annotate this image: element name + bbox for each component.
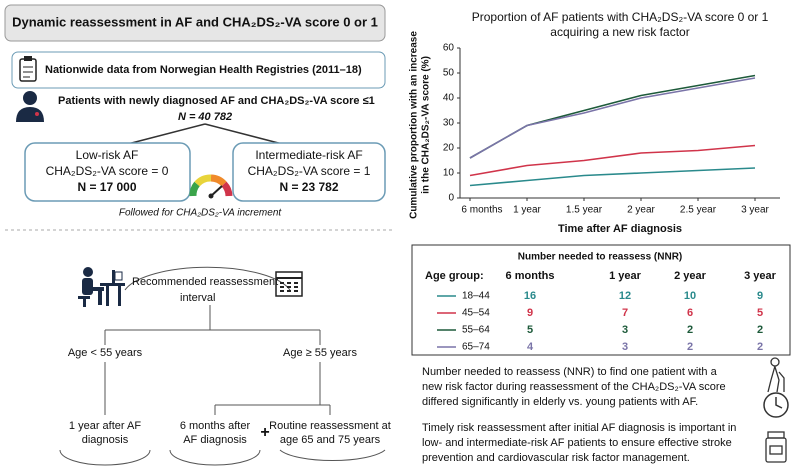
x-tick-label: 3 year (741, 205, 769, 216)
x-tick-label: 2.5 year (680, 205, 717, 216)
nnr-value: 7 (622, 307, 628, 319)
title: Dynamic reassessment in AF and CHA₂DS₂-V… (12, 14, 378, 29)
follow-up: Followed for CHA₂DS₂-VA increment (119, 208, 283, 219)
title-box (4, 4, 386, 42)
group-n: N = 23 782 (279, 180, 338, 194)
nnr-value: 10 (684, 290, 696, 302)
group-score: CHA₂DS₂-VA score = 0 (46, 164, 169, 178)
group-box (232, 142, 386, 202)
outcome: Routine reassessment at (269, 420, 391, 432)
nnr-value: 9 (527, 307, 533, 319)
nnr-value: 3 (622, 341, 628, 353)
nnr-value: 4 (527, 341, 534, 353)
x-tick-label: 6 months (461, 205, 502, 216)
group-title: Intermediate-risk AF (255, 148, 362, 162)
nnr-value: 2 (757, 341, 763, 353)
nnr-value: 9 (757, 290, 763, 302)
group-n: N = 17 000 (77, 180, 136, 194)
y-tick-label: 60 (443, 43, 455, 54)
table-header: 3 year (744, 270, 777, 282)
x-tick-label: 2 year (627, 205, 655, 216)
note: prevention and cardiovascular risk facto… (422, 452, 690, 464)
patient-icon (16, 91, 44, 122)
table-header: 1 year (609, 270, 642, 282)
outcome: 6 months after (180, 420, 251, 432)
y-tick-label: 50 (443, 68, 455, 79)
outcome: age 65 and 75 years (280, 434, 381, 446)
x-tick-label: 1 year (513, 205, 541, 216)
y-tick-label: 10 (443, 168, 455, 179)
note: differed significantly in elderly vs. yo… (422, 396, 698, 408)
source-box (11, 51, 386, 89)
table-header: Age group: (425, 270, 484, 282)
series-line (469, 77, 756, 159)
gauge-icon (189, 174, 233, 199)
pill-icon (765, 431, 787, 463)
group-score: CHA₂DS₂-VA score = 1 (248, 164, 371, 178)
y-tick-label: 40 (443, 93, 455, 104)
chart-title: Proportion of AF patients with CHA₂DS₂-V… (472, 10, 769, 24)
calendar-icon (275, 271, 303, 297)
outcome: AF diagnosis (183, 434, 247, 446)
reassessment-title: interval (180, 292, 215, 304)
y-axis-label: Cumulative proportion with an increase (409, 31, 420, 219)
cohort-label: Patients with newly diagnosed AF and CHA… (58, 95, 375, 107)
y-axis-label: in the CHA₂DS₂-VA score (%) (421, 56, 432, 194)
clipboard-icon (19, 56, 37, 82)
branch-condition: Age ≥ 55 years (283, 347, 357, 359)
nnr-value: 6 (687, 307, 693, 319)
table-box (411, 244, 791, 356)
age-group: 65–74 (462, 342, 490, 353)
table-header: 6 months (506, 270, 555, 282)
table-header: 2 year (674, 270, 707, 282)
workstation-icon (78, 267, 125, 307)
age-group: 55–64 (462, 325, 490, 336)
nnr-value: 16 (524, 290, 536, 302)
y-tick-label: 0 (448, 193, 454, 204)
cohort-n: N = 40 782 (178, 111, 232, 123)
nnr-value: 5 (527, 324, 533, 336)
arc (59, 449, 386, 466)
chart-title: acquiring a new risk factor (550, 25, 689, 39)
table-title: Number needed to reassess (NNR) (518, 252, 683, 263)
age-group: 45–54 (462, 308, 490, 319)
x-axis-label: Time after AF diagnosis (558, 223, 682, 235)
y-tick-label: 20 (443, 143, 455, 154)
note: low- and intermediate-risk AF patients t… (422, 437, 732, 449)
tree-lines (104, 305, 331, 415)
note: new risk factor during reassessment of t… (422, 381, 726, 393)
group-box (24, 142, 191, 202)
nnr-value: 2 (687, 324, 693, 336)
reassessment-title: Recommended reassessment (132, 276, 278, 288)
nnr-value: 2 (687, 341, 693, 353)
data-source: Nationwide data from Norwegian Health Re… (45, 64, 362, 76)
nnr-value: 5 (757, 307, 763, 319)
note: Timely risk reassessment after initial A… (422, 422, 736, 434)
outcome: diagnosis (82, 434, 129, 446)
clock-icon (763, 392, 789, 418)
elderly-icon (767, 357, 785, 393)
branch-condition: Age < 55 years (68, 347, 143, 359)
plus: + (260, 424, 269, 441)
y-tick-label: 30 (443, 118, 455, 129)
note: Number needed to reassess (NNR) to find … (422, 366, 718, 378)
outcome: 1 year after AF (69, 420, 141, 432)
nnr-value: 2 (757, 324, 763, 336)
x-tick-label: 1.5 year (566, 205, 603, 216)
series-line (469, 74, 756, 159)
series-line (469, 167, 756, 187)
group-title: Low-risk AF (76, 148, 139, 162)
nnr-value: 3 (622, 324, 628, 336)
age-group: 18–44 (462, 291, 490, 302)
series-line (469, 144, 756, 177)
nnr-value: 12 (619, 290, 631, 302)
